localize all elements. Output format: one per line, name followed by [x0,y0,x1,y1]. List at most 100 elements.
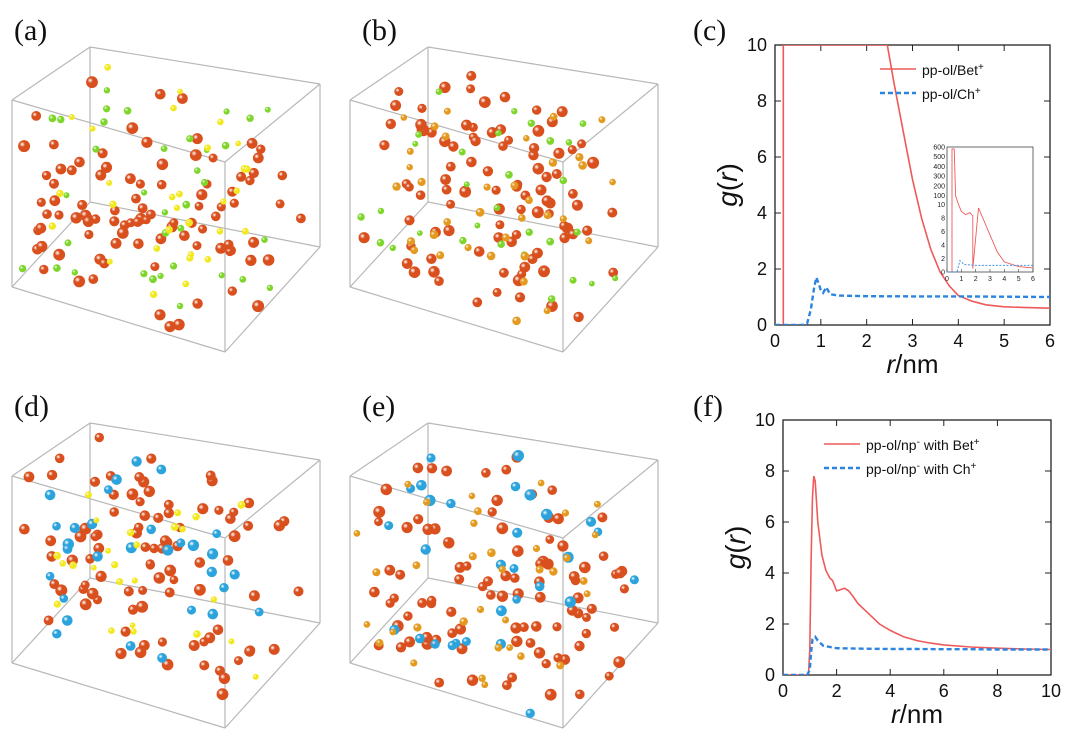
yellow-particle [68,114,75,120]
red-particle [179,230,190,241]
red-particle [43,615,54,626]
red-particle [445,161,456,172]
green-particle [141,189,148,196]
red-particle [132,216,143,227]
yellow-particle [220,198,227,205]
box-edge [224,83,321,163]
simulation-box-a [11,46,321,353]
green-particle [177,224,185,232]
red-particle [245,175,255,186]
green-particle [573,228,581,236]
red-particle [49,178,59,189]
green-particle [415,131,422,138]
red-particle [559,232,570,244]
orange-particle [591,531,599,539]
box-edge [349,201,429,288]
orange-particle [406,237,416,246]
orange-particle [400,114,408,121]
x-tick-label: 3 [907,331,917,351]
red-particle [533,647,546,659]
red-particle [511,635,523,648]
green-particle [18,264,27,273]
red-particle [525,638,536,648]
yellow-particle [149,290,158,299]
yellow-particle [233,187,240,195]
x-tick-label: 0 [778,681,788,701]
yellow-particle [126,528,135,537]
red-particle [519,261,531,273]
box-edge [224,459,321,539]
orange-particle [498,565,506,573]
red-particle [164,587,175,598]
red-particle [403,611,413,621]
red-particle [531,621,542,632]
red-particle [88,274,99,284]
red-particle [532,162,545,175]
yellow-particle [182,280,190,288]
green-particle [176,302,184,310]
green-particle [527,119,535,128]
orange-particle [502,616,510,624]
red-particle [441,465,452,477]
blue-particle [156,464,167,475]
yellow-particle [129,622,136,629]
green-particle [239,276,247,283]
green-particle [565,139,573,146]
red-particle [556,106,568,118]
green-particle [103,87,111,94]
red-particle [99,258,110,269]
red-particle [559,221,569,231]
red-particle [501,464,512,475]
inset-x-tick-label: 0 [945,276,949,283]
red-particle [553,147,565,159]
red-particle [384,564,396,576]
red-particle [581,628,591,639]
red-particle [486,590,496,600]
green-particle [157,272,164,279]
orange-particle [443,107,451,115]
red-particle [133,522,144,533]
red-particle [519,622,529,633]
red-particle [18,140,31,153]
red-particle [510,622,522,634]
blue-particle [430,639,440,649]
blue-particle [541,508,553,521]
y-tick-label: 0 [765,665,775,685]
panel-label-a: (a) [14,14,48,47]
yellow-particle [243,165,251,173]
red-particle [511,230,522,240]
red-particle [459,185,472,198]
red-particle [45,535,57,547]
x-tick-label: 5 [999,331,1009,351]
green-particle [57,115,65,124]
red-particle [579,561,591,574]
orange-particle [464,244,472,252]
blue-particle [564,596,576,608]
yellow-particle [186,254,194,262]
blue-particle [512,450,524,462]
red-particle [390,100,402,111]
red-particle [228,530,241,543]
orange-particle [537,479,545,487]
red-particle [500,570,512,582]
red-particle [607,207,618,218]
box-edge [427,422,659,461]
orange-particle [481,681,489,689]
orange-particle [412,561,421,570]
red-particle [234,656,243,666]
red-particle [499,91,511,103]
inset-plot: 0 1 2 3 4 5 6 100 200 300 400 500 600 0 2 4 6 8 10 [933,145,1035,284]
red-particle [177,93,188,104]
red-particle [49,195,61,207]
red-particle [194,583,206,596]
inset-y-tick-label: 0 [941,270,945,277]
orange-particle [406,164,413,171]
orange-particle [583,590,591,598]
red-particle [134,472,145,482]
red-particle [116,227,129,239]
x-tick-label: 2 [832,681,842,701]
legend-entry: pp-ol/Ch+ [922,86,981,103]
inset-y-tick-label: 200 [933,183,945,190]
red-particle [149,543,159,554]
red-particle [440,174,451,185]
